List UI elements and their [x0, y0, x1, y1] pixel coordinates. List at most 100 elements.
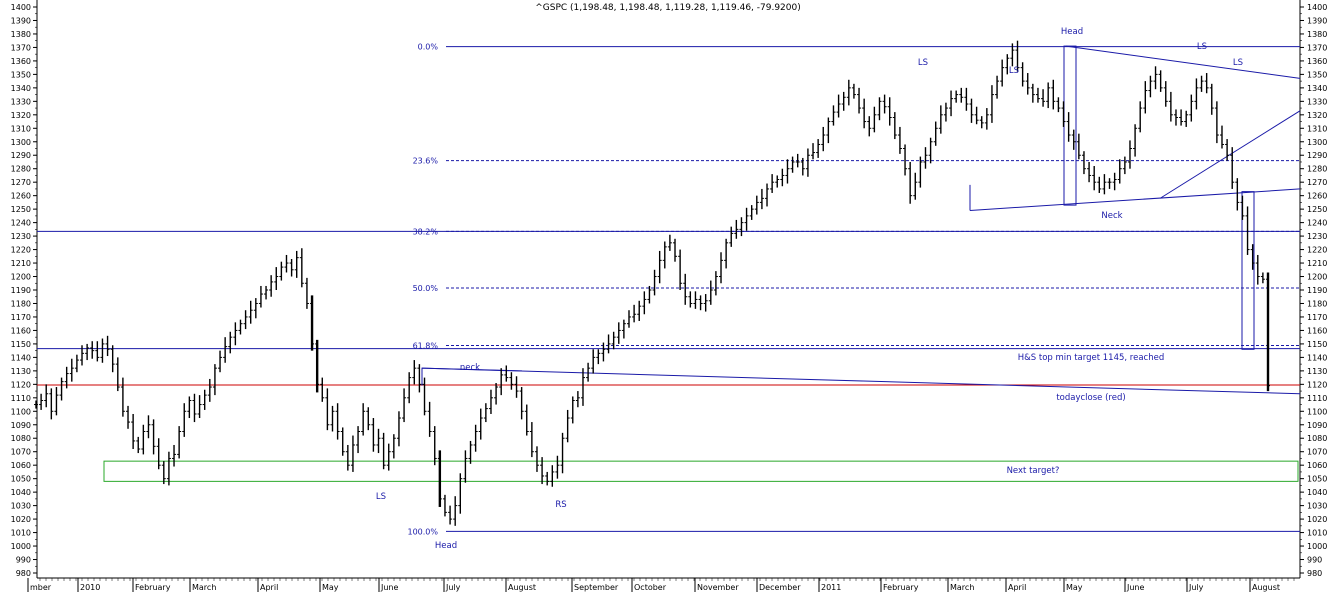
y-tick-label-right: 1330: [1307, 97, 1327, 106]
next-target-box: [103, 460, 1299, 482]
y-tick-label-right: 1290: [1307, 151, 1327, 160]
x-tick-label: August: [508, 583, 536, 592]
y-tick-label-left: 1170: [11, 313, 31, 322]
x-tick-label: May: [1066, 583, 1083, 592]
y-tick-label-left: 1200: [11, 273, 31, 282]
y-tick-label-left: 1310: [11, 124, 31, 133]
x-tick-label: 2011: [821, 583, 841, 592]
y-tick-label-right: 1250: [1307, 205, 1327, 214]
x-tick-label: February: [883, 583, 919, 592]
y-tick-label-left: 1390: [11, 16, 31, 25]
y-tick-label-right: 1230: [1307, 232, 1327, 241]
y-tick-label-left: 1140: [11, 353, 31, 362]
y-tick-label-right: 1010: [1307, 529, 1327, 538]
y-tick-label-right: 1360: [1307, 57, 1327, 66]
target-projection-box: [1241, 191, 1255, 350]
annotation-label: LS: [1009, 66, 1019, 76]
x-tick-label: September: [574, 583, 619, 592]
fib-label: 0.0%: [418, 43, 439, 52]
y-tick-label-left: 1160: [11, 326, 31, 335]
y-tick-label-left: 1400: [11, 3, 31, 12]
x-tick-label: October: [634, 583, 667, 592]
y-tick-label-left: 1230: [11, 232, 31, 241]
y-tick-label-right: 990: [1307, 556, 1322, 565]
y-tick-label-right: 1220: [1307, 246, 1327, 255]
y-tick-label-left: 1030: [11, 502, 31, 511]
y-tick-label-left: 1100: [11, 407, 31, 416]
y-axis-left: 980 990 1000 1010 1020 1030 1040 1050 1060 1070 10…: [11, 3, 37, 578]
top-neckline: [969, 188, 1301, 211]
y-tick-label-left: 1010: [11, 529, 31, 538]
y-tick-label-left: 1110: [11, 394, 31, 403]
x-tick-label: July: [445, 583, 461, 592]
y-tick-label-left: 990: [16, 556, 31, 565]
y-tick-label-left: 1190: [11, 286, 31, 295]
x-tick-label: November: [697, 583, 739, 592]
y-tick-label-left: 1000: [11, 542, 31, 551]
annotation-label: todayclose (red): [1056, 393, 1125, 403]
y-tick-label-left: 1050: [11, 475, 31, 484]
y-tick-label-right: 1270: [1307, 178, 1327, 187]
y-tick-label-right: 1400: [1307, 3, 1327, 12]
inverse-neckline-extension: [421, 367, 1301, 395]
y-tick-label-right: 1070: [1307, 448, 1327, 457]
y-tick-label-left: 1330: [11, 97, 31, 106]
annotation-label: RS: [555, 500, 566, 510]
x-tick-label: April: [260, 583, 278, 592]
y-tick-label-right: 1080: [1307, 434, 1327, 443]
y-tick-label-right: 1300: [1307, 138, 1327, 147]
annotation-label: Head: [435, 541, 457, 551]
x-tick-label: December: [759, 583, 801, 592]
y-tick-label-right: 1170: [1307, 313, 1327, 322]
annotations: Head LS LS LS LS Neck neck LS RS Head H&S top min …: [376, 27, 1243, 551]
fib-label: 23.6%: [413, 157, 439, 166]
y-tick-label-right: 1020: [1307, 515, 1327, 524]
fib-label: 100.0%: [407, 527, 438, 536]
y-tick-label-left: 1290: [11, 151, 31, 160]
annotation-label: LS: [1233, 58, 1243, 68]
y-tick-label-left: 1120: [11, 380, 31, 389]
y-tick-label-left: 1380: [11, 30, 31, 39]
annotation-label: Neck: [1101, 211, 1122, 221]
y-tick-label-right: 1390: [1307, 16, 1327, 25]
x-tick-label: June: [380, 583, 399, 592]
y-tick-label-left: 1060: [11, 461, 31, 470]
annotation-label: Head: [1061, 27, 1083, 37]
y-tick-label-left: 980: [16, 569, 31, 578]
x-tick-label: May: [322, 583, 339, 592]
y-tick-label-right: 1240: [1307, 219, 1327, 228]
y-axis-right: 980 990 1000 1010 1020 1030 1040 1050 1060 1070 10…: [1300, 3, 1327, 578]
rising-trendline: [1159, 110, 1301, 199]
y-tick-label-right: 1120: [1307, 380, 1327, 389]
y-tick-label-left: 1040: [11, 488, 31, 497]
y-tick-label-right: 1310: [1307, 124, 1327, 133]
y-tick-label-left: 1340: [11, 84, 31, 93]
y-tick-label-left: 1220: [11, 246, 31, 255]
y-tick-label-left: 1280: [11, 165, 31, 174]
annotation-label: LS: [1197, 42, 1207, 52]
y-tick-label-right: 1110: [1307, 394, 1327, 403]
x-tick-label: July: [1188, 583, 1204, 592]
y-tick-label-right: 1060: [1307, 461, 1327, 470]
y-tick-label-right: 1190: [1307, 286, 1327, 295]
y-tick-label-left: 1320: [11, 111, 31, 120]
y-tick-label-left: 1260: [11, 192, 31, 201]
y-tick-label-right: 980: [1307, 569, 1322, 578]
annotation-label: LS: [376, 492, 386, 502]
y-tick-label-left: 1090: [11, 421, 31, 430]
y-tick-label-right: 1090: [1307, 421, 1327, 430]
y-tick-label-left: 1020: [11, 515, 31, 524]
y-tick-label-right: 1030: [1307, 502, 1327, 511]
y-tick-label-left: 1080: [11, 434, 31, 443]
y-tick-label-right: 1140: [1307, 353, 1327, 362]
y-tick-label-left: 1150: [11, 340, 31, 349]
y-tick-label-right: 1180: [1307, 299, 1327, 308]
y-tick-label-left: 1300: [11, 138, 31, 147]
y-tick-label-right: 1280: [1307, 165, 1327, 174]
y-tick-label-right: 1130: [1307, 367, 1327, 376]
x-tick-label: March: [950, 583, 974, 592]
y-tick-label-left: 1270: [11, 178, 31, 187]
y-tick-label-right: 1150: [1307, 340, 1327, 349]
y-tick-label-left: 1130: [11, 367, 31, 376]
